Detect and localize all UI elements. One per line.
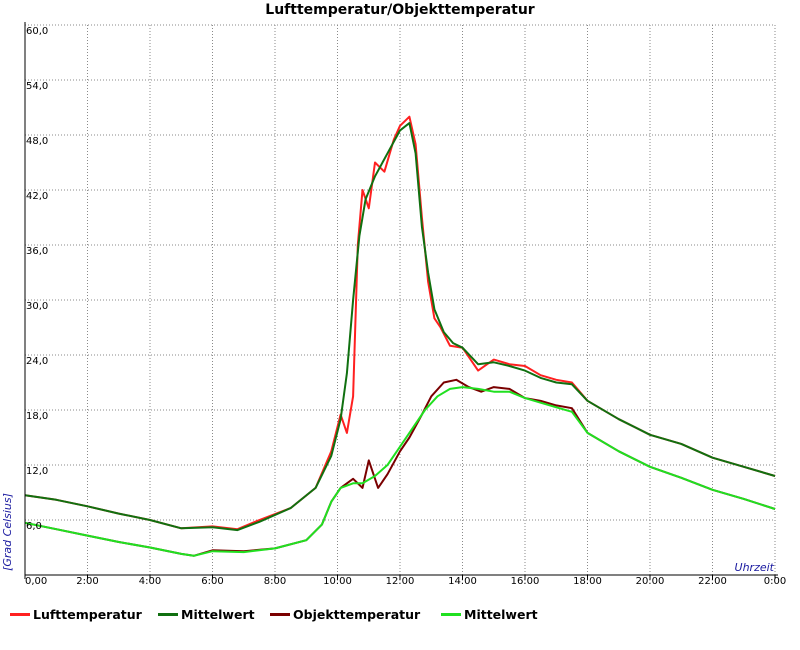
- x-tick-label: 4:00: [139, 576, 161, 587]
- legend-label: Mittelwert: [464, 607, 538, 622]
- y-tick-label: 48,0: [26, 136, 48, 147]
- y-tick-label: 36,0: [26, 246, 48, 257]
- series-layer: [24, 115, 776, 557]
- axes: [24, 22, 778, 579]
- legend-swatch: [158, 613, 178, 616]
- y-tick-label: 42,0: [26, 191, 48, 202]
- legend-item-4: Mittelwert: [441, 607, 538, 622]
- legend: Lufttemperatur Mittelwert Objekttemperatur…: [0, 607, 800, 629]
- grid: [25, 24, 776, 575]
- x-tick-label: 18:00: [573, 576, 602, 587]
- legend-label: Lufttemperatur: [33, 607, 142, 622]
- x-tick-label: 16:00: [511, 576, 540, 587]
- y-tick-label: 6,0: [26, 521, 42, 532]
- legend-item-1: Lufttemperatur: [10, 607, 142, 622]
- legend-swatch: [270, 613, 290, 616]
- y-tick-label: 24,0: [26, 356, 48, 367]
- y-tick-label: 30,0: [26, 301, 48, 312]
- y-tick-label: 12,0: [26, 466, 48, 477]
- legend-item-3: Objekttemperatur: [270, 607, 420, 622]
- x-tick-label: 10:00: [323, 576, 352, 587]
- x-tick-label: 14:00: [448, 576, 477, 587]
- x-tick-label: 12:00: [386, 576, 415, 587]
- x-tick-label: 20:00: [636, 576, 665, 587]
- y-axis-label: [Grad Celsius]: [1, 493, 14, 571]
- x-tick-label: 2:00: [76, 576, 98, 587]
- y-tick-label: 60,0: [26, 26, 48, 37]
- series-line-2: [24, 122, 776, 532]
- tick-labels: 0,00 2:00 4:00 6:00 8:00 10:00 12:00 14:00 16:00…: [25, 26, 786, 587]
- x-tick-label: 8:00: [264, 576, 286, 587]
- legend-swatch: [10, 613, 30, 616]
- x-tick-label: 0:00: [764, 576, 786, 587]
- x-tick-label: 6:00: [201, 576, 223, 587]
- legend-item-2: Mittelwert: [158, 607, 255, 622]
- x-tick-label: 22:00: [698, 576, 727, 587]
- y-tick-label: 18,0: [26, 411, 48, 422]
- x-tick-label: 0,00: [25, 576, 47, 587]
- legend-swatch: [441, 613, 461, 616]
- legend-label: Mittelwert: [181, 607, 255, 622]
- chart-title: Lufttemperatur/Objekttemperatur: [265, 2, 535, 18]
- x-axis-label: Uhrzeit: [735, 561, 775, 574]
- y-tick-label: 54,0: [26, 81, 48, 92]
- legend-label: Objekttemperatur: [293, 607, 421, 622]
- series-line-4: [24, 386, 776, 557]
